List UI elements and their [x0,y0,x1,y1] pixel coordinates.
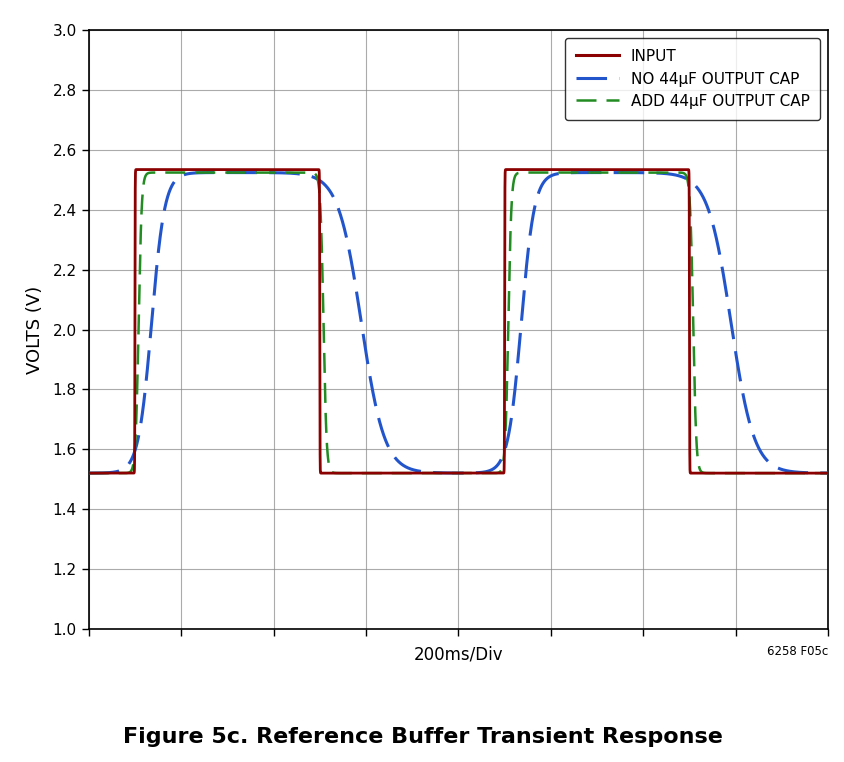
Y-axis label: VOLTS (V): VOLTS (V) [26,286,44,373]
Text: Figure 5c. Reference Buffer Transient Response: Figure 5c. Reference Buffer Transient Re… [122,727,722,747]
Legend: INPUT, NO 44μF OUTPUT CAP, ADD 44μF OUTPUT CAP: INPUT, NO 44μF OUTPUT CAP, ADD 44μF OUTP… [565,38,820,120]
Text: 6258 F05c: 6258 F05c [766,645,827,658]
Text: 200ms/Div: 200ms/Div [413,645,503,664]
